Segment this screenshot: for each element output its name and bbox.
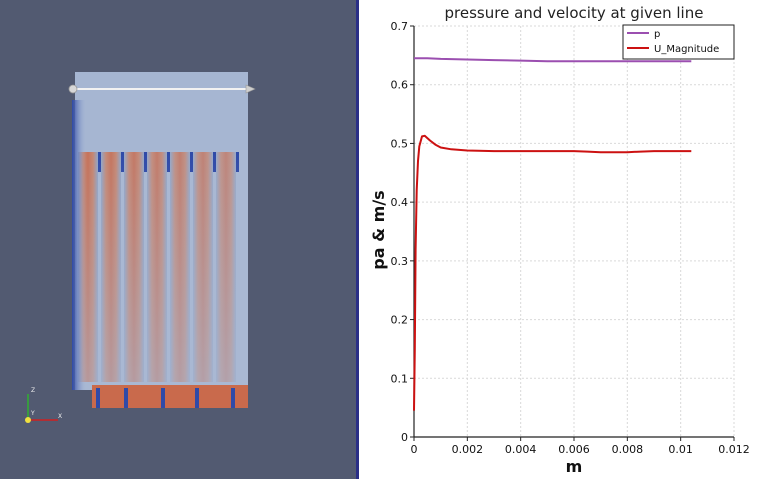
series-line-p: [414, 57, 692, 63]
outlet-rib: [96, 388, 100, 408]
x-tick-label: 0: [411, 443, 418, 456]
y-tick-label: 0.1: [391, 372, 409, 385]
panel-divider[interactable]: [356, 0, 359, 479]
orientation-axes-triad: Z Y X: [25, 387, 62, 423]
y-axis-label: pa & m/s: [369, 190, 388, 269]
outlet-rib: [231, 388, 235, 408]
domain-outlet-strip: [92, 385, 248, 408]
probe-line-end-handle[interactable]: [245, 84, 256, 94]
line-chart: pressure and velocity at given line 0 0.1…: [369, 4, 750, 476]
x-tick-label: 0.01: [668, 443, 693, 456]
chart-legend: p U_Magnitude: [622, 24, 735, 60]
outlet-rib: [124, 388, 128, 408]
x-tick-label: 0.012: [718, 443, 750, 456]
y-tick-label: 0.7: [391, 20, 409, 33]
chart-title: pressure and velocity at given line: [445, 4, 704, 22]
probe-line-start-handle[interactable]: [68, 84, 78, 94]
y-tick-label: 0: [401, 431, 408, 444]
axis-y-label: Y: [30, 410, 35, 417]
x-tick-labels: 0 0.002 0.004 0.006 0.008 0.01 0.012: [411, 443, 750, 456]
y-tick-label: 0.6: [391, 79, 409, 92]
outlet-ribs: [96, 388, 235, 408]
y-tick-label: 0.5: [391, 137, 409, 150]
outlet-rib: [195, 388, 199, 408]
y-tick-label: 0.3: [391, 255, 409, 268]
flow-field-render: Z Y X: [25, 72, 256, 423]
x-axis-label: m: [566, 457, 583, 476]
outlet-rib: [161, 388, 165, 408]
chart-series: [413, 57, 692, 411]
y-tick-labels: 0 0.1 0.2 0.3 0.4 0.5 0.6 0.7: [391, 20, 409, 444]
x-tick-label: 0.008: [612, 443, 644, 456]
axis-z-label: Z: [31, 387, 35, 394]
y-tick-label: 0.2: [391, 314, 409, 327]
x-tick-label: 0.004: [505, 443, 537, 456]
x-tick-label: 0.006: [558, 443, 590, 456]
render-viewport[interactable]: Z Y X: [0, 0, 356, 479]
legend-box: [622, 24, 735, 60]
legend-label-u-magnitude: U_Magnitude: [654, 44, 719, 55]
legend-label-p: p: [654, 29, 660, 40]
domain-inlet-region: [75, 72, 248, 154]
domain-left-wall: [72, 100, 86, 390]
chart-grid: [413, 25, 735, 438]
domain-fade: [75, 150, 248, 390]
x-tick-label: 0.002: [452, 443, 484, 456]
axis-x-label: X: [58, 413, 62, 420]
line-chart-panel: pressure and velocity at given line 0 0.1…: [359, 0, 759, 479]
y-tick-label: 0.4: [391, 196, 409, 209]
series-line-u-magnitude: [413, 134, 692, 411]
